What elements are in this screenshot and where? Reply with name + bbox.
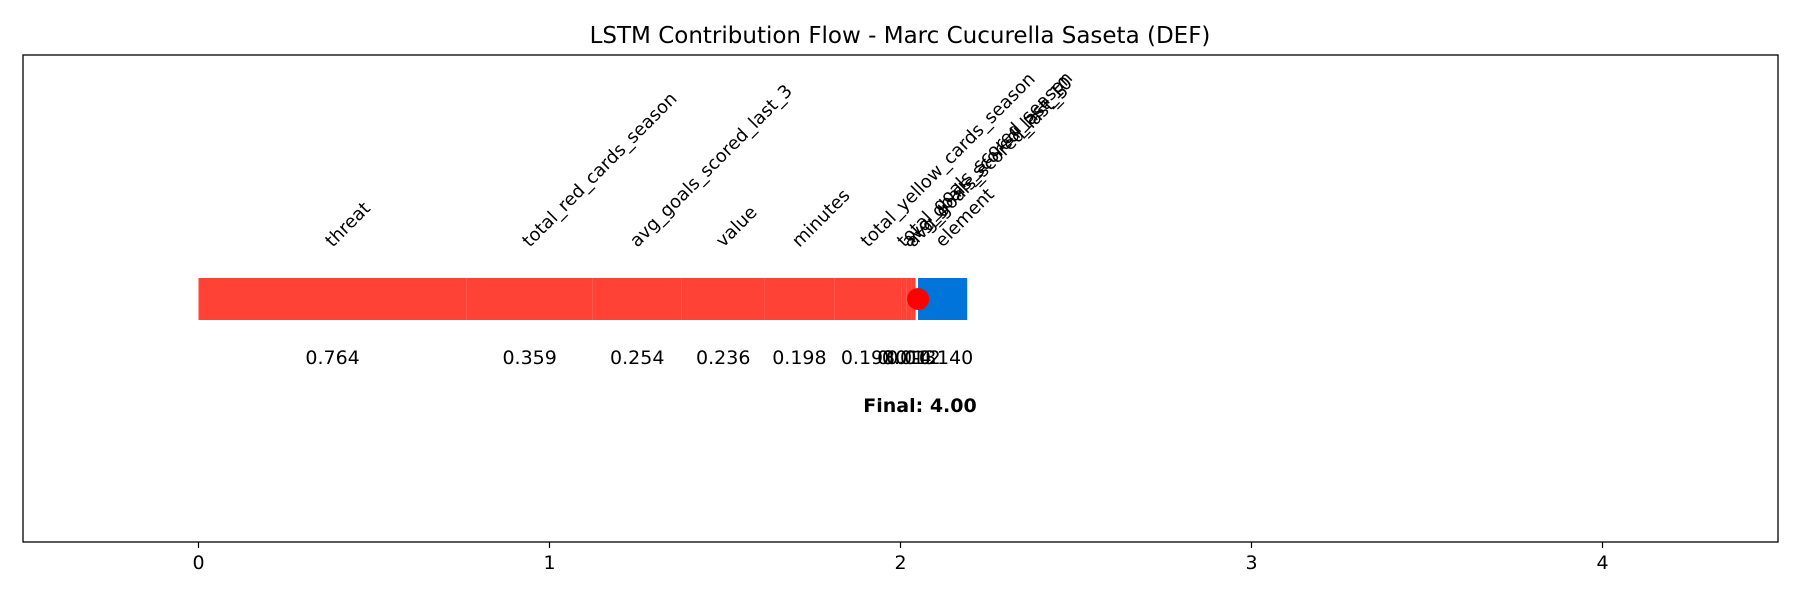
value-label-threat: 0.764 [305,347,359,369]
contribution-bar-total_yellow_cards_season [834,278,902,320]
x-tick-label: 1 [543,552,555,574]
final-value-label: Final: 4.00 [863,395,976,417]
bars-layer [198,278,968,320]
value-label-total_red_cards_season: 0.359 [502,347,556,369]
x-tick-label: 0 [192,552,204,574]
contribution-bar-value [681,278,765,320]
x-tick-label: 2 [894,552,906,574]
contribution-bar-threat [198,278,467,320]
value-label-minutes: 0.198 [772,347,826,369]
contribution-bar-minutes [764,278,835,320]
value-label-avg_goals_scored_last_3: 0.254 [610,347,664,369]
labels-layer: threat0.764total_red_cards_season0.359av… [305,68,1077,369]
x-tick-label: 4 [1596,552,1608,574]
contribution-bar-total_goals_scored_season [901,278,907,320]
x-axis: 0 1 2 3 4 [192,542,1609,574]
contribution-bar-total_red_cards_season [466,278,593,320]
value-label-value: 0.236 [696,347,750,369]
chart-title: LSTM Contribution Flow - Marc Cucurella … [590,23,1211,49]
contribution-bar-avg_goals_scored_last_3 [592,278,682,320]
feature-label-threat: threat [321,198,374,251]
value-label-element: -0.140 [912,347,973,369]
feature-label-minutes: minutes [788,185,854,251]
x-tick-label: 3 [1245,552,1257,574]
value-label-total_yellow_cards_season: 0.193 [841,347,895,369]
value-label-avg_goals_scored_last_10: 0.013 [882,347,936,369]
value-label-avg_goals_scored_last_5: 0.012 [886,347,940,369]
final-marker [907,288,930,310]
feature-label-value: value [712,202,762,252]
value-label-total_goals_scored_season: 0.014 [877,347,931,369]
